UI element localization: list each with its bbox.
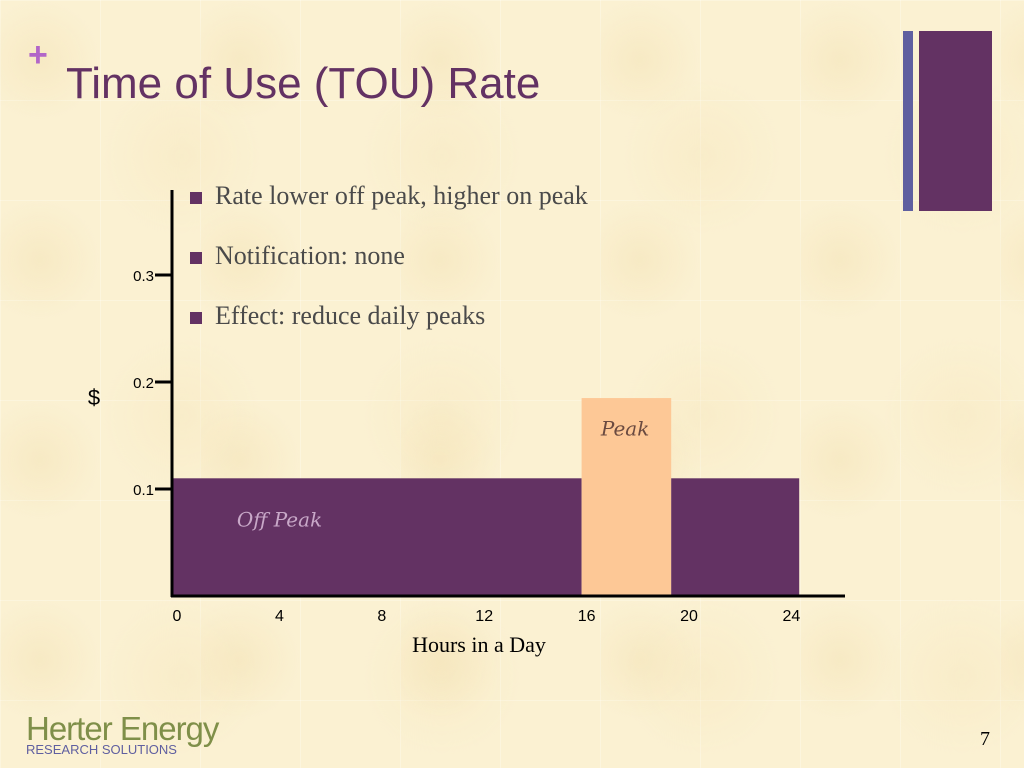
rate-bars	[172, 398, 800, 596]
company-logo: Herter Energy RESEARCH SOLUTIONS	[26, 710, 219, 757]
annotations: Off Peak Peak	[237, 417, 650, 532]
y-tick-label: 0.3	[133, 268, 154, 285]
x-tick-label: 24	[783, 608, 801, 625]
x-ticks: 0 4 8 12 16 20 24	[173, 608, 801, 625]
x-tick-label: 4	[275, 608, 284, 625]
y-tick-label: 0.1	[133, 482, 154, 499]
annotation-peak: Peak	[600, 417, 649, 441]
x-tick-label: 16	[578, 608, 596, 625]
page-number: 7	[980, 728, 990, 750]
annotation-off-peak: Off Peak	[237, 507, 322, 531]
bullet-item: Effect: reduce daily peaks	[190, 298, 588, 358]
rate-bar-off-peak	[172, 478, 582, 596]
slide-title: Time of Use (TOU) Rate	[66, 59, 541, 108]
bullet-item: Rate lower off peak, higher on peak	[190, 178, 588, 238]
y-axis-label: $	[88, 385, 100, 410]
y-tick-label: 0.2	[133, 375, 154, 392]
bullet-item: Notification: none	[190, 238, 588, 298]
x-tick-label: 12	[475, 608, 493, 625]
x-tick-label: 0	[173, 608, 182, 625]
y-ticks: 0.1 0.2 0.3	[133, 268, 172, 499]
x-tick-label: 20	[680, 608, 698, 625]
plus-sign: +	[28, 36, 48, 74]
rate-bar-peak	[581, 398, 672, 596]
x-axis-label: Hours in a Day	[412, 632, 546, 657]
logo-main-text: Herter Energy	[26, 710, 219, 747]
x-tick-label: 8	[377, 608, 386, 625]
decorative-wide-bar	[919, 31, 992, 211]
logo-sub-text: RESEARCH SOLUTIONS	[26, 742, 177, 757]
rate-bar-off-peak-evening	[671, 478, 800, 596]
bullet-list: Rate lower off peak, higher on peak Noti…	[190, 178, 588, 358]
decorative-thin-bar	[903, 31, 913, 211]
